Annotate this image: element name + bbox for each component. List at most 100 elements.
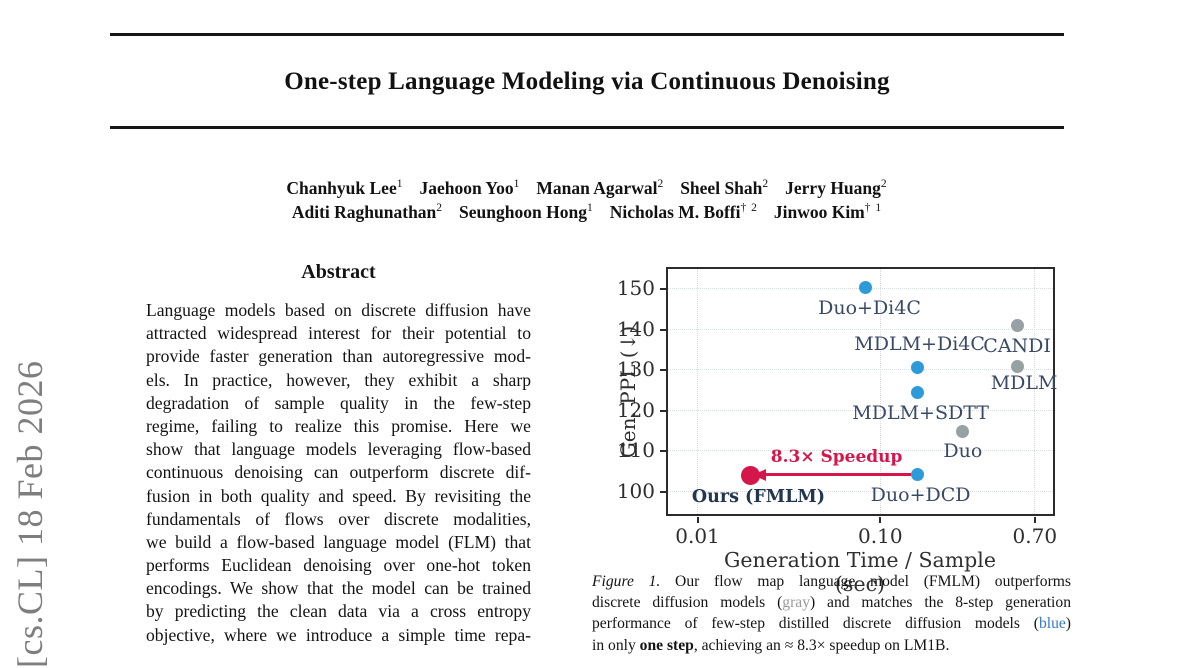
caption-segment: discrete diffusion models (: [592, 594, 783, 612]
y-axis-tick: [660, 409, 668, 412]
point-label: MDLM: [990, 372, 1058, 395]
author-name: Chanhyuk Lee1: [286, 177, 404, 198]
abstract-line: objective, where we introduce a simple t…: [146, 624, 531, 645]
grid-line: [668, 450, 1053, 452]
point-label: MDLM+Di4C: [854, 333, 985, 356]
grid-line: [668, 369, 1053, 371]
x-axis-tick: [879, 517, 882, 523]
title-rule-top: [110, 33, 1064, 36]
speedup-annotation: 8.3× Speedup: [770, 446, 903, 467]
point-label: Ours (FMLM): [691, 487, 826, 508]
abstract-line: provide faster generation than autoregre…: [146, 346, 531, 367]
paper-title: One-step Language Modeling via Continuou…: [284, 68, 890, 95]
data-point-mdlm-di4c: [911, 360, 925, 374]
caption-segment: Our flow map language model (FMLM) outpe…: [660, 573, 1071, 590]
author-superscript: 2: [436, 202, 444, 214]
author-superscript: 2: [762, 178, 770, 190]
y-tick-label: 140: [616, 316, 655, 341]
arxiv-watermark: [cs.CL] 18 Feb 2026: [10, 360, 50, 668]
data-point-candi: [1010, 319, 1024, 333]
y-tick-label: 130: [616, 357, 655, 382]
figure-caption: Figure 1. Our flow map language model (F…: [592, 571, 1071, 656]
grid-line: [696, 269, 698, 514]
abstract-line: performs Euclidean denoising over one-ho…: [146, 555, 531, 576]
x-axis-tick: [1033, 517, 1036, 523]
author-name: Nicholas M. Boffi† 2: [609, 201, 758, 222]
y-axis-tick: [660, 328, 668, 331]
author-superscript: † 2: [740, 202, 758, 214]
author-name: Seunghoon Hong1: [459, 201, 594, 222]
speedup-arrow: [763, 473, 912, 476]
caption-segment: blue: [1038, 615, 1066, 633]
data-point-duo-di4c: [859, 280, 872, 294]
page: { "arxiv_sidebar": { "text": "[cs.CL] 18…: [10, 33, 1090, 668]
abstract-line: by predicting the clean data via a cross…: [146, 601, 531, 622]
point-label: Duo+Di4C: [818, 297, 921, 320]
author-line-2: Aditi Raghunathan2 Seunghoon Hong1 Nichola…: [110, 196, 1064, 224]
x-tick-label: 0.10: [858, 524, 903, 548]
point-label: CANDI: [983, 334, 1051, 357]
x-tick-label: 0.01: [675, 524, 720, 548]
y-tick-label: 150: [616, 276, 655, 301]
author-name: Jaehoon Yoo1: [419, 177, 521, 198]
data-point-duo-dcd: [911, 467, 925, 481]
abstract-line: Language models based on discrete diffus…: [146, 300, 531, 320]
figure-1: Generation Time / Sample (sec) Gen. PPL …: [600, 260, 1090, 596]
author-name: Jinwoo Kim† 1: [773, 201, 883, 222]
abstract-line: we build a flow-based language model (FL…: [146, 531, 531, 552]
author-superscript: 1: [513, 178, 521, 190]
grid-line: [668, 409, 1053, 411]
abstract-line: encodings. We show that the model can be…: [146, 578, 531, 599]
y-tick-label: 120: [616, 397, 655, 422]
abstract-line: regime, failing to realize this promise.…: [146, 415, 531, 436]
caption-segment: ): [1065, 615, 1071, 633]
caption-segment: one step: [639, 636, 694, 654]
speedup-arrowhead: [752, 468, 766, 481]
point-label: Duo+DCD: [870, 484, 971, 507]
y-axis-tick: [660, 369, 668, 372]
point-label: Duo: [943, 439, 983, 462]
abstract-line: els. In practice, however, they exhibit …: [146, 369, 531, 390]
abstract-line: fundamentals of flows over discrete moda…: [146, 508, 531, 529]
author-name: Sheel Shah2: [680, 177, 770, 198]
abstract-line: degradation of sample quality in the few…: [146, 392, 531, 413]
y-tick-label: 110: [616, 438, 655, 463]
grid-line: [668, 490, 1053, 492]
title-rule-bottom: [110, 126, 1064, 129]
author-name: Aditi Raghunathan2: [291, 201, 444, 222]
author-superscript: 1: [586, 202, 594, 214]
abstract-heading: Abstract: [301, 261, 376, 283]
y-axis-tick: [660, 288, 668, 291]
caption-segment: ) and matches the 8-step generation: [810, 594, 1071, 612]
author-name: Jerry Huang2: [785, 177, 888, 198]
grid-line: [879, 269, 881, 514]
caption-segment: , achieving an ≈ 8.3× speedup on LM1B.: [693, 636, 950, 654]
abstract-line: attracted widespread interest for their …: [146, 323, 531, 344]
point-label: MDLM+SDTT: [852, 401, 989, 424]
y-axis-tick: [660, 490, 668, 493]
caption-segment: performance of few-step distilled discre…: [592, 615, 1039, 633]
x-axis-tick: [696, 517, 699, 523]
data-point-mdlm-sdtt: [911, 386, 925, 400]
abstract-line: fusion in both quality and speed. By rev…: [146, 485, 531, 506]
y-tick-label: 100: [616, 478, 655, 503]
caption-line: Figure 1. Our flow map language model (F…: [592, 571, 1071, 592]
x-axis-label: Generation Time / Sample (sec): [724, 548, 996, 596]
caption-segment: Figure 1.: [592, 573, 661, 590]
data-point-duo: [956, 425, 970, 439]
caption-line: performance of few-step distilled discre…: [592, 613, 1071, 634]
abstract-line: show that language models leveraging flo…: [146, 439, 531, 460]
abstract-text: Language models based on discrete diffus…: [146, 299, 531, 647]
caption-line: discrete diffusion models (gray) and mat…: [592, 592, 1071, 613]
x-tick-label: 0.70: [1012, 524, 1058, 548]
data-point-mdlm: [1010, 359, 1024, 373]
abstract-line: continuous denoising can outperform disc…: [146, 462, 531, 483]
caption-line: in only one step, achieving an ≈ 8.3× sp…: [592, 635, 1071, 656]
author-name: Manan Agarwal2: [536, 177, 665, 198]
y-axis-tick: [660, 450, 668, 453]
author-superscript: † 1: [864, 202, 883, 214]
caption-segment: in only: [592, 636, 640, 654]
author-line-1: Chanhyuk Lee1 Jaehoon Yoo1 Manan Agarwal2 S…: [110, 172, 1064, 200]
author-superscript: 2: [880, 178, 888, 190]
author-superscript: 2: [657, 178, 665, 190]
